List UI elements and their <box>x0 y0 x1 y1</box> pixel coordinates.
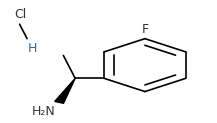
Polygon shape <box>55 78 75 103</box>
Text: H₂N: H₂N <box>32 105 56 118</box>
Text: Cl: Cl <box>14 8 26 21</box>
Text: F: F <box>141 23 148 36</box>
Text: H: H <box>28 42 38 55</box>
